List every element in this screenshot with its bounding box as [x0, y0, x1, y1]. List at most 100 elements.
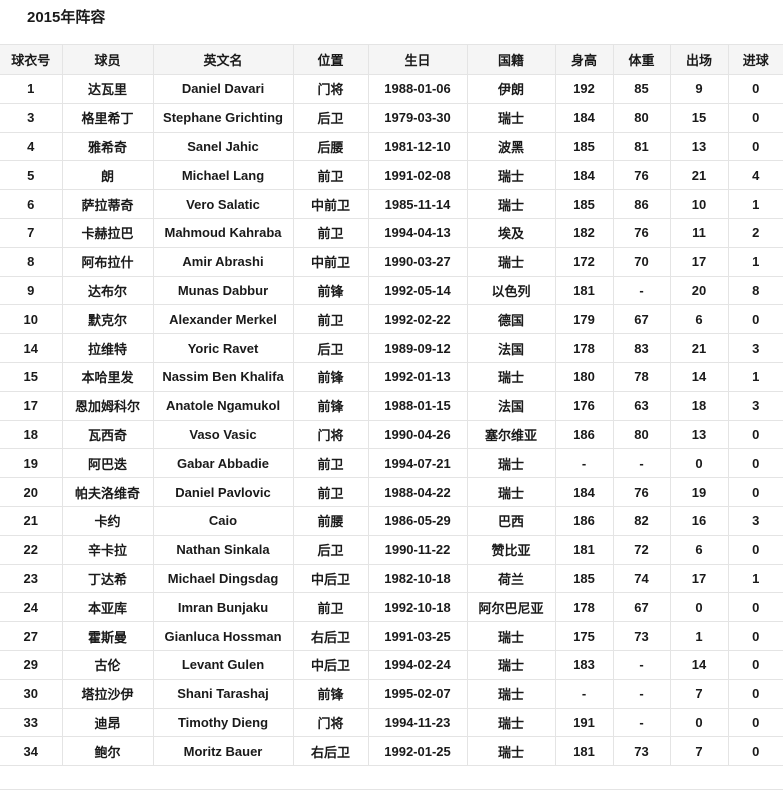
cell-english-name: Anatole Ngamukol [153, 391, 294, 421]
cell-birthday: 1989-09-12 [368, 333, 468, 363]
cell-goals: 3 [728, 333, 783, 363]
cell-height: 186 [555, 506, 614, 536]
cell-height: 185 [555, 189, 614, 219]
cell-nationality: 瑞士 [467, 477, 556, 507]
cell-position: 前卫 [293, 304, 369, 335]
cell-goals: 0 [728, 535, 783, 565]
column-header-player-name: 球员 [62, 44, 154, 75]
cell-nationality: 以色列 [467, 276, 556, 306]
cell-player-name: 鲍尔 [62, 736, 154, 767]
cell-jersey-number: 9 [0, 276, 63, 306]
cell-jersey-number: 4 [0, 132, 63, 162]
cell-weight: 74 [613, 564, 671, 594]
cell-english-name: Gianluca Hossman [153, 621, 294, 651]
cell-goals: 3 [728, 391, 783, 421]
cell-player-name: 格里希丁 [62, 103, 154, 133]
cell-goals: 0 [728, 650, 783, 680]
cell-birthday: 1981-12-10 [368, 132, 468, 162]
table-row: 22 辛卡拉 Nathan Sinkala 后卫 1990-11-22 赞比亚 181 72 6… [0, 535, 783, 565]
cell-nationality: 瑞士 [467, 160, 556, 191]
cell-birthday: 1992-01-25 [368, 736, 468, 767]
table-row: 33 迪昂 Timothy Dieng 门将 1994-11-23 瑞士 191-0 0 [0, 708, 783, 738]
cell-height: 178 [555, 333, 614, 363]
cell-english-name: Timothy Dieng [153, 708, 294, 738]
cell-appearances: 7 [670, 679, 729, 709]
cell-birthday: 1992-05-14 [368, 276, 468, 306]
cell-nationality: 瑞士 [467, 621, 556, 651]
table-row: 18 瓦西奇 Vaso Vasic 门将 1990-04-26 塞尔维亚 186 80 13 0 [0, 420, 783, 450]
table-row: 15 本哈里发 Nassim Ben Khalifa 前锋 1992-01-13 瑞士 18… [0, 362, 783, 392]
table-row: 19 阿巴迭 Gabar Abbadie 前卫 1994-07-21 瑞士 - -0 0 [0, 448, 783, 479]
cell-english-name: Stephane Grichting [153, 103, 294, 133]
cell-player-name: 阿布拉什 [62, 247, 154, 277]
cell-goals: 2 [728, 218, 783, 248]
cell-appearances: 0 [670, 592, 729, 623]
cell-nationality: 阿尔巴尼亚 [467, 592, 556, 623]
cell-weight: 83 [613, 333, 671, 363]
cell-nationality: 瑞士 [467, 362, 556, 392]
empty-footer-cell [0, 765, 783, 791]
cell-birthday: 1982-10-18 [368, 564, 468, 594]
cell-jersey-number: 10 [0, 304, 63, 335]
table-row: 34 鲍尔 Moritz Bauer 右后卫 1992-01-25 瑞士 181 73 7 0 [0, 736, 783, 767]
cell-height: 184 [555, 477, 614, 507]
cell-goals: 1 [728, 564, 783, 594]
table-row: 8 阿布拉什 Amir Abrashi 中前卫 1990-03-27 瑞士 172 70 17 1 [0, 247, 783, 277]
cell-nationality: 瑞士 [467, 736, 556, 767]
cell-nationality: 瑞士 [467, 103, 556, 133]
cell-player-name: 拉维特 [62, 333, 154, 363]
table-row: 6 萨拉蒂奇 Vero Salatic 中前卫 1985-11-14 瑞士 185 86 10 1 [0, 189, 783, 219]
cell-nationality: 塞尔维亚 [467, 420, 556, 450]
column-header-weight: 体重 [613, 44, 671, 75]
cell-goals: 0 [728, 621, 783, 651]
column-header-nationality: 国籍 [467, 44, 556, 75]
cell-english-name: Daniel Davari [153, 74, 294, 104]
cell-english-name: Levant Gulen [153, 650, 294, 680]
cell-player-name: 达瓦里 [62, 74, 154, 104]
cell-goals: 0 [728, 304, 783, 335]
cell-player-name: 卡约 [62, 506, 154, 536]
cell-appearances: 19 [670, 477, 729, 507]
cell-player-name: 朗 [62, 160, 154, 191]
cell-nationality: 瑞士 [467, 708, 556, 738]
cell-height: - [555, 679, 614, 709]
table-row: 30 塔拉沙伊 Shani Tarashaj 前锋 1995-02-07 瑞士 - -7 0 [0, 679, 783, 709]
cell-player-name: 塔拉沙伊 [62, 679, 154, 709]
cell-position: 中前卫 [293, 247, 369, 277]
cell-height: 186 [555, 420, 614, 450]
cell-position: 后卫 [293, 535, 369, 565]
cell-birthday: 1995-02-07 [368, 679, 468, 709]
cell-player-name: 默克尔 [62, 304, 154, 335]
cell-birthday: 1992-10-18 [368, 592, 468, 623]
cell-appearances: 6 [670, 304, 729, 335]
cell-player-name: 迪昂 [62, 708, 154, 738]
cell-height: 172 [555, 247, 614, 277]
cell-jersey-number: 22 [0, 535, 63, 565]
cell-weight: - [613, 708, 671, 738]
cell-player-name: 本亚库 [62, 592, 154, 623]
cell-jersey-number: 27 [0, 621, 63, 651]
cell-birthday: 1991-03-25 [368, 621, 468, 651]
cell-weight: 76 [613, 477, 671, 507]
cell-height: 179 [555, 304, 614, 335]
cell-appearances: 9 [670, 74, 729, 104]
cell-goals: 0 [728, 132, 783, 162]
cell-nationality: 瑞士 [467, 247, 556, 277]
cell-jersey-number: 21 [0, 506, 63, 536]
cell-goals: 1 [728, 362, 783, 392]
cell-birthday: 1985-11-14 [368, 189, 468, 219]
cell-height: 191 [555, 708, 614, 738]
squad-table: 球衣号 球员 英文名 位置 生日 国籍 身高 体重 出场 进球 1 达瓦里 Daniel Davari… [0, 44, 783, 791]
cell-goals: 1 [728, 247, 783, 277]
cell-position: 前腰 [293, 506, 369, 536]
column-header-jersey-number: 球衣号 [0, 44, 63, 75]
cell-position: 门将 [293, 708, 369, 738]
cell-position: 前锋 [293, 391, 369, 421]
cell-appearances: 0 [670, 708, 729, 738]
cell-appearances: 6 [670, 535, 729, 565]
cell-birthday: 1990-11-22 [368, 535, 468, 565]
cell-height: 181 [555, 736, 614, 767]
column-header-height: 身高 [555, 44, 614, 75]
cell-weight: 76 [613, 218, 671, 248]
